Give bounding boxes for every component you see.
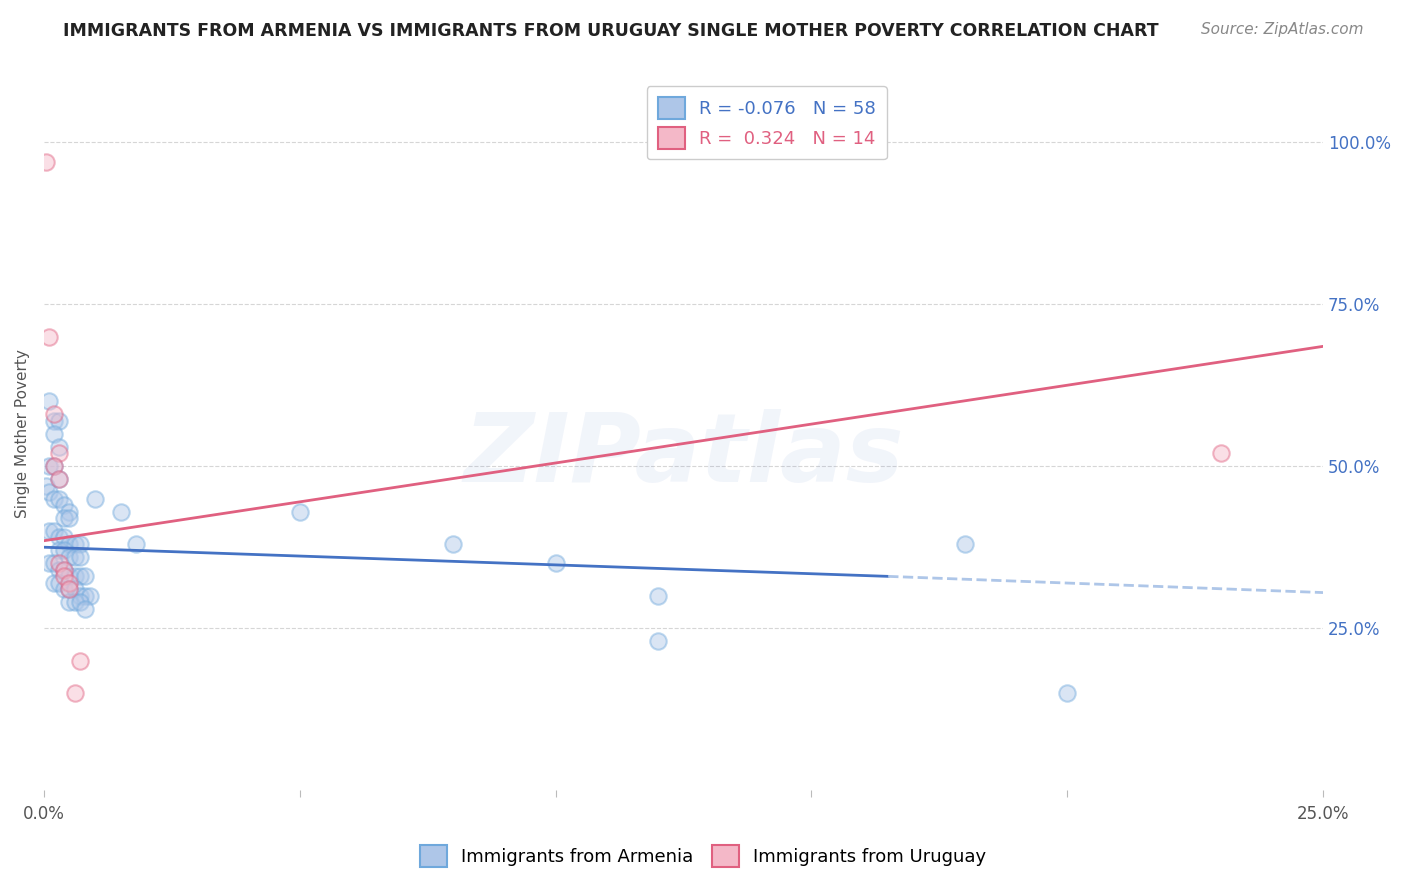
- Point: [38, 524, 60, 538]
- Point: [42, 414, 65, 428]
- Point: [53, 563, 76, 577]
- Point: [48, 446, 70, 460]
- Point: [42, 408, 65, 422]
- Point: [35, 478, 58, 492]
- Point: [38, 394, 60, 409]
- Legend: R = -0.076   N = 58, R =  0.324   N = 14: R = -0.076 N = 58, R = 0.324 N = 14: [647, 87, 887, 160]
- Point: [953, 537, 976, 551]
- Point: [69, 549, 91, 564]
- Point: [58, 582, 80, 597]
- Point: [58, 537, 80, 551]
- Point: [48, 575, 70, 590]
- Point: [48, 557, 70, 571]
- Point: [79, 589, 101, 603]
- Point: [42, 426, 65, 441]
- Point: [53, 543, 76, 558]
- Point: [42, 459, 65, 474]
- Point: [53, 563, 76, 577]
- Point: [544, 557, 567, 571]
- Point: [38, 459, 60, 474]
- Point: [48, 491, 70, 506]
- Point: [110, 505, 132, 519]
- Text: Source: ZipAtlas.com: Source: ZipAtlas.com: [1201, 22, 1364, 37]
- Point: [58, 595, 80, 609]
- Text: ZIPatlas: ZIPatlas: [463, 409, 904, 501]
- Point: [38, 485, 60, 500]
- Point: [35, 154, 58, 169]
- Point: [48, 414, 70, 428]
- Point: [58, 505, 80, 519]
- Point: [1209, 446, 1232, 460]
- Point: [69, 654, 91, 668]
- Point: [73, 589, 96, 603]
- Point: [58, 569, 80, 583]
- Point: [58, 549, 80, 564]
- Point: [48, 472, 70, 486]
- Point: [125, 537, 148, 551]
- Point: [42, 524, 65, 538]
- Point: [48, 543, 70, 558]
- Point: [42, 557, 65, 571]
- Point: [53, 511, 76, 525]
- Y-axis label: Single Mother Poverty: Single Mother Poverty: [15, 350, 30, 518]
- Point: [69, 569, 91, 583]
- Point: [42, 459, 65, 474]
- Point: [84, 491, 107, 506]
- Point: [69, 595, 91, 609]
- Point: [53, 569, 76, 583]
- Point: [288, 505, 311, 519]
- Point: [38, 329, 60, 343]
- Point: [69, 537, 91, 551]
- Text: IMMIGRANTS FROM ARMENIA VS IMMIGRANTS FROM URUGUAY SINGLE MOTHER POVERTY CORRELA: IMMIGRANTS FROM ARMENIA VS IMMIGRANTS FR…: [63, 22, 1159, 40]
- Point: [58, 582, 80, 597]
- Point: [63, 569, 86, 583]
- Point: [63, 595, 86, 609]
- Point: [63, 549, 86, 564]
- Legend: Immigrants from Armenia, Immigrants from Uruguay: Immigrants from Armenia, Immigrants from…: [412, 838, 994, 874]
- Point: [48, 472, 70, 486]
- Point: [1056, 686, 1078, 700]
- Point: [53, 582, 76, 597]
- Point: [38, 557, 60, 571]
- Point: [441, 537, 464, 551]
- Point: [42, 575, 65, 590]
- Point: [48, 531, 70, 545]
- Point: [48, 563, 70, 577]
- Point: [53, 531, 76, 545]
- Point: [63, 537, 86, 551]
- Point: [48, 440, 70, 454]
- Point: [58, 511, 80, 525]
- Point: [73, 569, 96, 583]
- Point: [63, 686, 86, 700]
- Point: [647, 634, 669, 648]
- Point: [42, 491, 65, 506]
- Point: [647, 589, 669, 603]
- Point: [63, 582, 86, 597]
- Point: [69, 589, 91, 603]
- Point: [53, 498, 76, 512]
- Point: [73, 601, 96, 615]
- Point: [58, 575, 80, 590]
